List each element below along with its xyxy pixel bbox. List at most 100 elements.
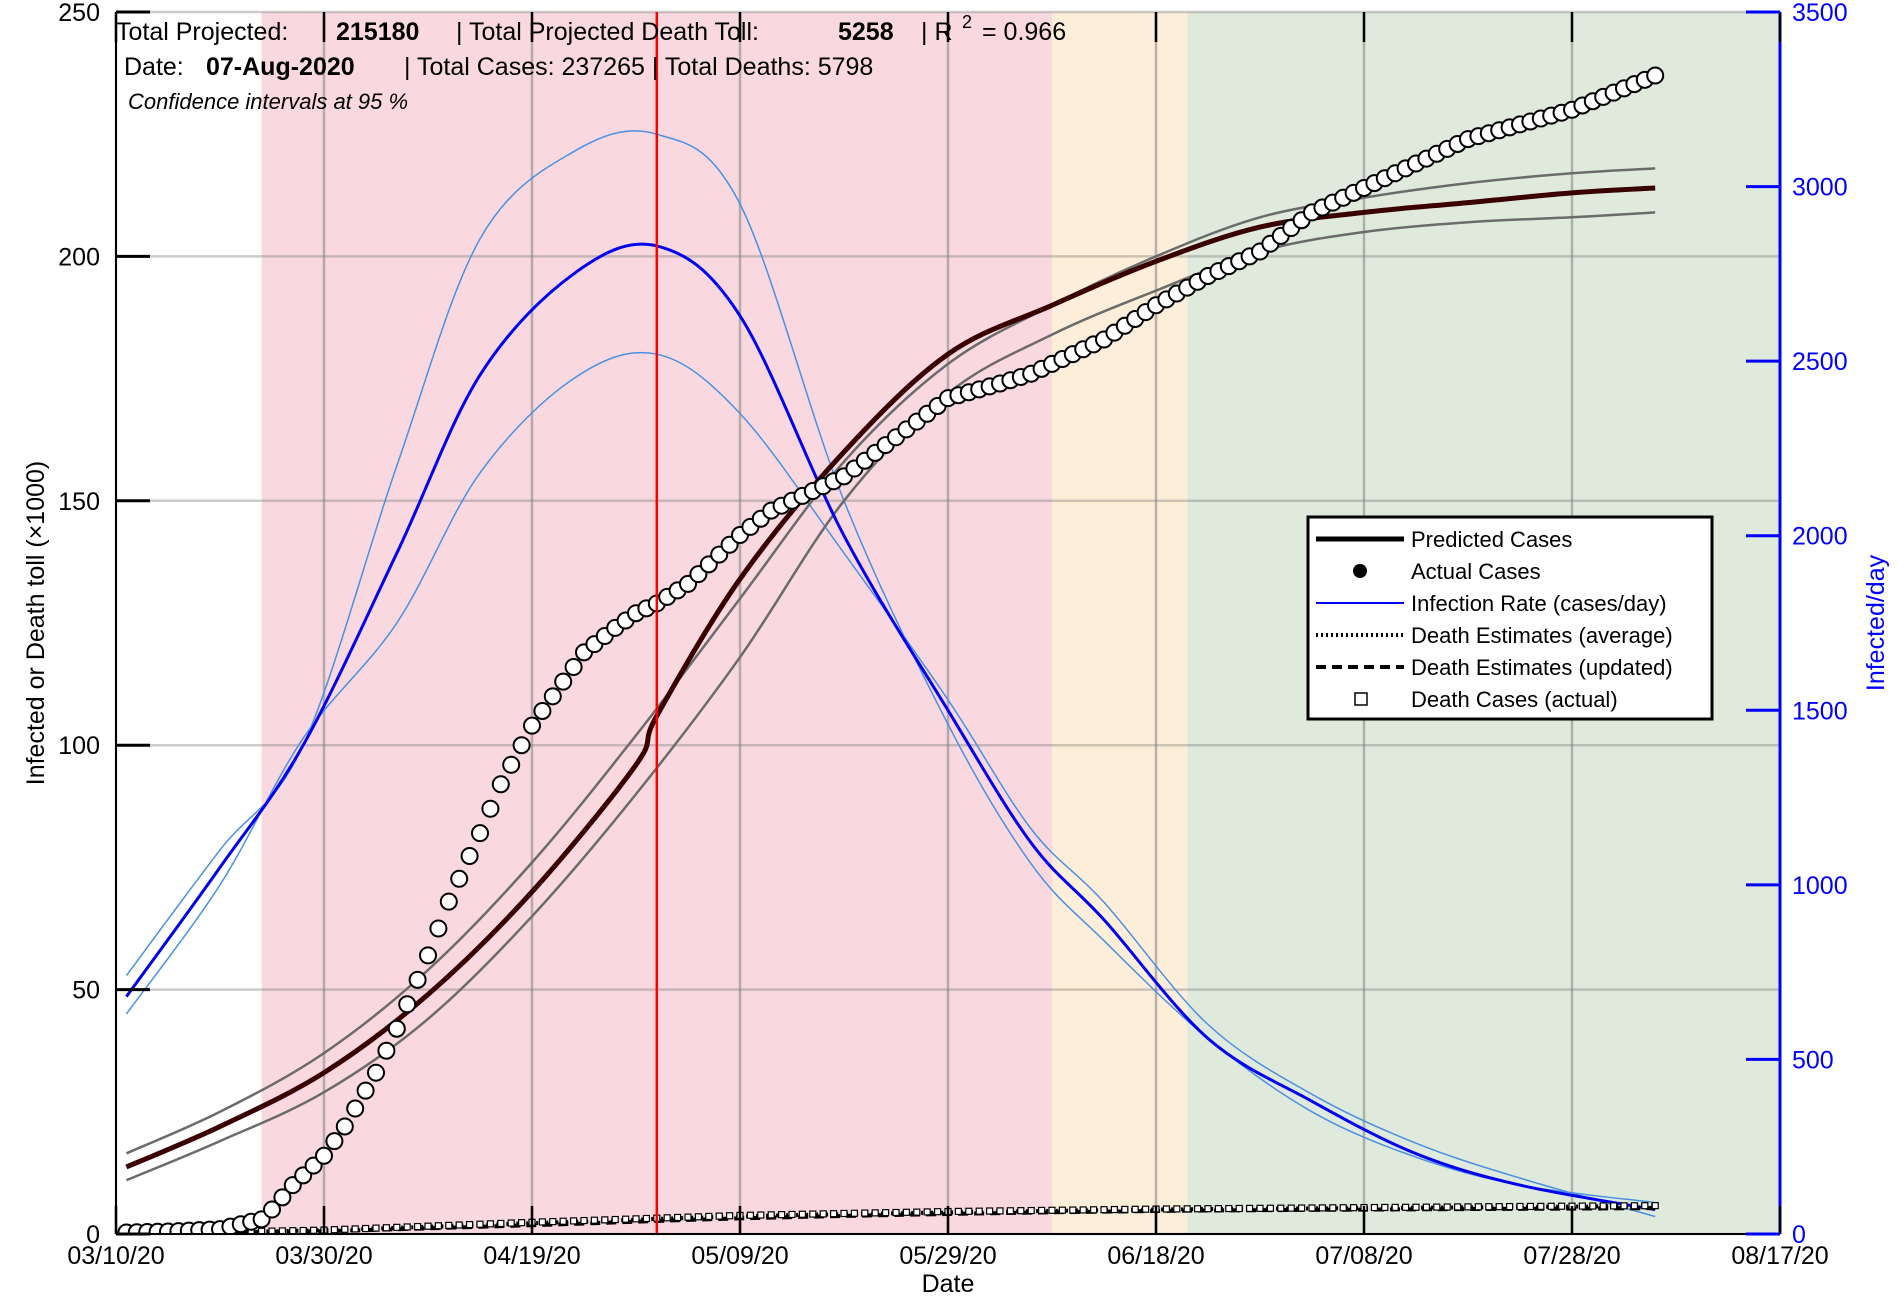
actual-case-marker (429, 919, 448, 938)
y-tick-left-label: 200 (58, 243, 100, 271)
actual-case-marker (335, 1117, 354, 1136)
death-case-marker (954, 1207, 963, 1215)
y-tick-right-label: 1500 (1792, 697, 1848, 725)
legend-entry-label: Death Cases (actual) (1411, 687, 1618, 712)
actual-case-marker (273, 1188, 292, 1207)
death-case-marker (1495, 1203, 1503, 1211)
actual-case-marker (450, 869, 469, 888)
death-case-marker (1537, 1202, 1545, 1210)
death-case-marker (715, 1212, 723, 1220)
death-case-marker (445, 1221, 453, 1229)
date-value: 07-Aug-2020 (206, 53, 355, 81)
death-case-marker (1017, 1207, 1025, 1215)
death-case-marker (1370, 1203, 1379, 1212)
cases-ci-upper-line (125, 167, 1656, 1155)
legend-entry-label: Predicted Cases (1411, 527, 1572, 552)
death-case-marker (1453, 1203, 1462, 1211)
death-case-marker (1079, 1206, 1087, 1214)
death-case-marker (798, 1210, 807, 1218)
date-label: Date: (124, 53, 184, 81)
death-case-marker (1162, 1205, 1171, 1213)
death-case-marker (1100, 1206, 1108, 1214)
legend-entry-label: Death Estimates (updated) (1411, 655, 1673, 680)
death-case-marker (1557, 1202, 1566, 1210)
actual-case-marker (356, 1081, 375, 1100)
actual-case-marker (439, 892, 458, 911)
death-case-marker (913, 1208, 921, 1216)
death-case-marker (1381, 1203, 1389, 1212)
actual-case-marker (346, 1099, 365, 1118)
death-case-marker (1183, 1205, 1191, 1213)
death-case-marker (1193, 1205, 1202, 1213)
legend-symbol (1354, 692, 1368, 706)
death-case-marker (1037, 1206, 1046, 1215)
death-case-marker (1412, 1203, 1420, 1211)
death-case-marker (1297, 1204, 1306, 1212)
death-case-marker (1339, 1204, 1347, 1212)
legend-box (1306, 515, 1714, 721)
death-case-marker (840, 1209, 848, 1218)
legend: Predicted Cases Actual Cases Infection Rat… (1306, 515, 1714, 721)
death-case-marker (466, 1221, 474, 1229)
actual-case-marker (387, 1019, 406, 1038)
x-tick-label: 04/19/20 (483, 1242, 580, 1270)
actual-case-marker (377, 1041, 396, 1060)
r2-prefix: | R (921, 18, 953, 46)
death-case-marker (403, 1223, 411, 1231)
totals-text: | Total Cases: 237265 | Total Deaths: 57… (404, 53, 873, 81)
y-tick-right-label: 500 (1792, 1046, 1834, 1074)
actual-case-marker (512, 736, 531, 755)
y-tick-right-label: 0 (1792, 1221, 1806, 1249)
death-case-marker (580, 1216, 588, 1225)
death-toll-label: | Total Projected Death Toll: (456, 18, 759, 46)
death-case-marker (1256, 1204, 1264, 1212)
y-tick-left-label: 0 (86, 1221, 100, 1249)
x-tick-label: 03/10/20 (67, 1242, 164, 1270)
death-case-marker (1131, 1205, 1139, 1213)
death-case-marker (341, 1225, 349, 1233)
death-case-marker (1422, 1203, 1431, 1211)
death-case-marker (1516, 1202, 1524, 1211)
death-case-marker (871, 1209, 879, 1217)
death-case-marker (517, 1219, 526, 1227)
death-case-marker (923, 1208, 931, 1216)
death-case-marker (1401, 1203, 1410, 1211)
death-case-marker (569, 1217, 578, 1225)
death-case-marker (663, 1214, 671, 1222)
actual-case-marker (554, 672, 573, 691)
death-case-marker (1141, 1205, 1150, 1213)
death-case-marker (1630, 1202, 1639, 1210)
death-case-marker (1048, 1206, 1056, 1214)
rate-ci-upper-line (125, 130, 1656, 1204)
r2-value: = 0.966 (982, 18, 1066, 46)
death-case-marker (1110, 1205, 1119, 1214)
death-case-marker (268, 1227, 276, 1234)
death-case-marker (362, 1224, 370, 1233)
death-case-marker (1464, 1203, 1472, 1211)
r2-exponent: 2 (962, 12, 972, 32)
death-case-marker (933, 1208, 942, 1216)
death-case-marker (1589, 1202, 1597, 1210)
death-case-marker (330, 1226, 338, 1234)
death-case-marker (497, 1219, 505, 1228)
death-case-marker (1235, 1204, 1243, 1213)
death-case-marker (850, 1209, 859, 1217)
y-tick-left-label: 250 (58, 0, 100, 27)
actual-case-marker (1646, 66, 1665, 85)
x-axis-label: Date (922, 1270, 975, 1298)
death-case-marker (996, 1207, 1004, 1215)
death-toll-value: 5258 (838, 18, 894, 46)
death-case-marker (642, 1214, 651, 1223)
confidence-note: Confidence intervals at 95 % (128, 89, 408, 114)
death-case-marker (881, 1209, 890, 1217)
death-case-marker (965, 1207, 973, 1215)
death-case-marker (725, 1212, 734, 1220)
death-case-marker (902, 1208, 911, 1216)
series-group (117, 12, 1665, 1234)
x-tick-label: 06/18/20 (1107, 1242, 1204, 1270)
death-case-marker (549, 1217, 557, 1226)
death-case-marker (1349, 1204, 1358, 1212)
total-projected-value: 215180 (336, 18, 419, 46)
death-case-marker (1443, 1203, 1451, 1211)
death-case-marker (382, 1224, 390, 1232)
